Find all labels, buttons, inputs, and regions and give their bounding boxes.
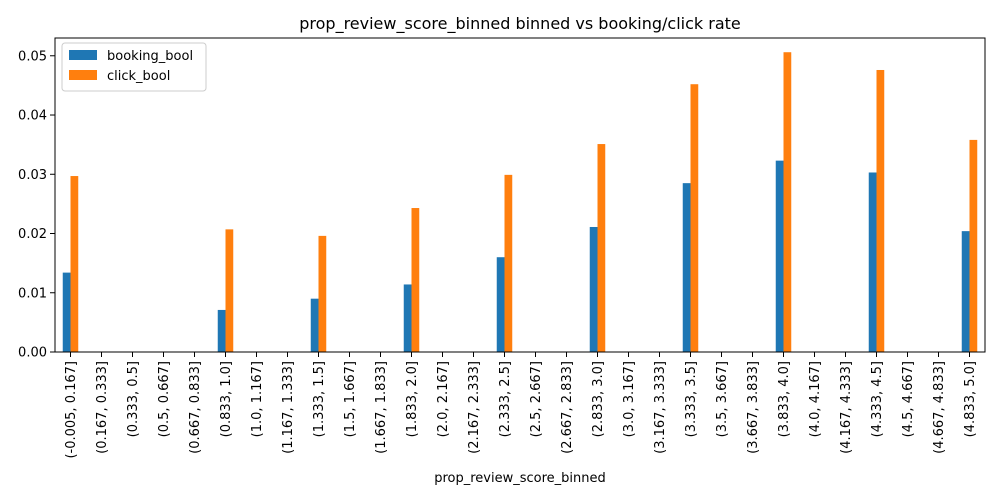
x-tick-label: (0.333, 0.5] [126,361,141,437]
legend-swatch-booking_bool [69,50,97,60]
x-tick-label: (4.333, 4.5] [870,361,885,437]
bar-click_bool-8 [318,235,327,352]
bar-booking_bool-29 [961,231,970,352]
bar-booking_bool-0 [62,272,71,352]
x-tick-label: (0.5, 0.667] [157,361,172,437]
x-tick-label: (1.667, 1.833] [374,361,389,454]
x-tick-label: (4.667, 4.833] [932,361,947,454]
y-tick-label: 0.01 [18,286,47,301]
y-tick-label: 0.03 [18,168,47,183]
chart-title: prop_review_score_binned binned vs booki… [299,14,741,34]
y-tick-label: 0.00 [18,346,47,361]
x-tick-label: (0.667, 0.833] [188,361,203,454]
legend-swatch-click_bool [69,70,97,80]
x-axis-title: prop_review_score_binned [434,471,606,486]
x-tick-label: (3.667, 3.833] [746,361,761,454]
bar-click_bool-26 [876,69,885,353]
x-tick-label: (-0.005, 0.167] [64,361,79,459]
x-tick-label: (1.167, 1.333] [281,361,296,454]
bar-click_bool-20 [690,84,699,353]
bar-booking_bool-23 [775,160,784,352]
x-tick-label: (4.5, 4.667] [901,361,916,437]
bar-click_bool-17 [597,144,606,352]
x-tick-label: (2.667, 2.833] [560,361,575,454]
x-tick-label: (3.333, 3.5] [684,361,699,437]
bar-booking_bool-20 [682,183,691,352]
bar-click_bool-0 [70,176,79,352]
x-tick-label: (1.333, 1.5] [312,361,327,437]
x-tick-label: (4.0, 4.167] [808,361,823,437]
x-tick-label: (2.333, 2.5] [498,361,513,437]
bar-booking_bool-5 [217,309,226,352]
x-tick-label: (3.0, 3.167] [622,361,637,437]
x-tick-label: (2.0, 2.167] [436,361,451,437]
x-tick-label: (1.0, 1.167] [250,361,265,437]
x-axis: (-0.005, 0.167] (0.167, 0.333] (0.333, 0.5… [64,352,978,459]
bar-booking_bool-14 [496,257,505,352]
y-tick-label: 0.02 [18,227,47,242]
bar-click_bool-5 [225,229,234,352]
bar-click_bool-14 [504,174,513,352]
x-tick-label: (2.5, 2.667] [529,361,544,437]
x-tick-label: (3.5, 3.667] [715,361,730,437]
y-tick-label: 0.05 [18,49,47,64]
x-tick-label: (1.5, 1.667] [343,361,358,437]
x-tick-label: (2.833, 3.0] [591,361,606,437]
bar-click_bool-29 [969,139,978,352]
x-tick-label: (4.167, 4.333] [839,361,854,454]
bar-booking_bool-17 [589,226,598,352]
bar-booking_bool-11 [403,284,412,352]
y-tick-label: 0.04 [18,109,47,124]
legend-label-booking_bool: booking_bool [107,49,193,64]
bar-booking_bool-26 [868,172,877,352]
x-tick-label: (0.167, 0.333] [95,361,110,454]
plot-frame [54,37,986,353]
legend-frame [61,42,207,92]
x-tick-label: (2.167, 2.333] [467,361,482,454]
x-tick-label: (1.833, 2.0] [405,361,420,437]
x-tick-label: (4.833, 5.0] [963,361,978,437]
bar-click_bool-23 [783,52,792,352]
bar-booking_bool-8 [310,298,319,352]
y-axis: 0.00 0.01 0.02 0.03 0.04 0.05 [18,49,55,361]
bar-click_bool-11 [411,208,420,352]
bars-group [62,52,978,353]
legend: booking_bool click_bool [61,42,207,92]
legend-label-click_bool: click_bool [107,69,170,84]
x-tick-label: (3.167, 3.333] [653,361,668,454]
x-tick-label: (0.833, 1.0] [219,361,234,437]
x-tick-label: (3.833, 4.0] [777,361,792,437]
